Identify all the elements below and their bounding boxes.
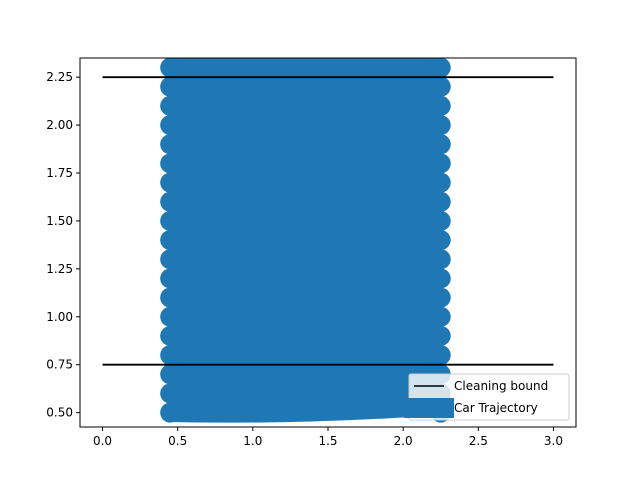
trajectory-turn-left [160,287,181,308]
x-tick-label: 1.5 [318,434,337,448]
trajectory-turn-right [430,76,451,97]
trajectory-turn-left [160,230,181,251]
trajectory-body [170,58,441,413]
y-tick-label: 0.50 [46,406,73,420]
x-tick-label: 0.0 [93,434,112,448]
trajectory-turn-left [160,191,181,212]
y-tick-label: 1.50 [46,214,73,228]
trajectory-turn-left [160,325,181,346]
trajectory-turn-left [160,172,181,193]
trajectory-turn-right [430,230,451,251]
y-tick-label: 1.25 [46,262,73,276]
trajectory-turn-left [160,345,181,366]
trajectory-turn-right [430,58,451,78]
trajectory-turn-right [430,249,451,270]
trajectory-turn-right [430,134,451,155]
x-tick-label: 1.0 [243,434,262,448]
trajectory-turn-right [430,345,451,366]
y-tick-label: 1.00 [46,310,73,324]
legend-label-car-trajectory: Car Trajectory [454,401,538,415]
x-axis: 0.0 0.5 1.0 1.5 2.0 2.5 3.0 [93,427,563,448]
y-tick-label: 0.75 [46,358,73,372]
trajectory-turn-right [430,172,451,193]
trajectory-turn-left [160,383,181,404]
trajectory-turn-right [430,268,451,289]
trajectory-turn-left [160,402,181,423]
trajectory-turn-right [430,153,451,174]
trajectory-turn-left [160,115,181,136]
legend-label-cleaning-bound: Cleaning bound [454,379,548,393]
trajectory-turn-right [430,306,451,327]
trajectory-turn-left [160,364,181,385]
y-tick-label: 2.25 [46,70,73,84]
y-axis: 0.50 0.75 1.00 1.25 1.50 1.75 2.00 2.25 [46,70,80,420]
x-tick-label: 2.0 [394,434,413,448]
trajectory-turn-left [160,210,181,231]
trajectory-turn-left [160,95,181,116]
y-tick-label: 2.00 [46,118,73,132]
y-tick-label: 1.75 [46,166,73,180]
trajectory-turn-left [160,58,181,78]
x-tick-label: 0.5 [168,434,187,448]
trajectory-turn-right [430,325,451,346]
trajectory-turn-left [160,306,181,327]
trajectory-turn-right [430,191,451,212]
trajectory-turn-right [430,115,451,136]
x-tick-label: 3.0 [544,434,563,448]
trajectory-turn-right [430,210,451,231]
trajectory-turn-left [160,249,181,270]
trajectory-turn-left [160,153,181,174]
trajectory-turn-right [430,287,451,308]
trajectory-turn-right [430,95,451,116]
legend: Cleaning bound Car Trajectory [404,373,570,421]
trajectory-turn-left [160,268,181,289]
legend-swatch-car-trajectory [404,398,454,418]
trajectory-turn-left [160,76,181,97]
x-tick-label: 2.5 [469,434,488,448]
trajectory-turn-left [160,134,181,155]
